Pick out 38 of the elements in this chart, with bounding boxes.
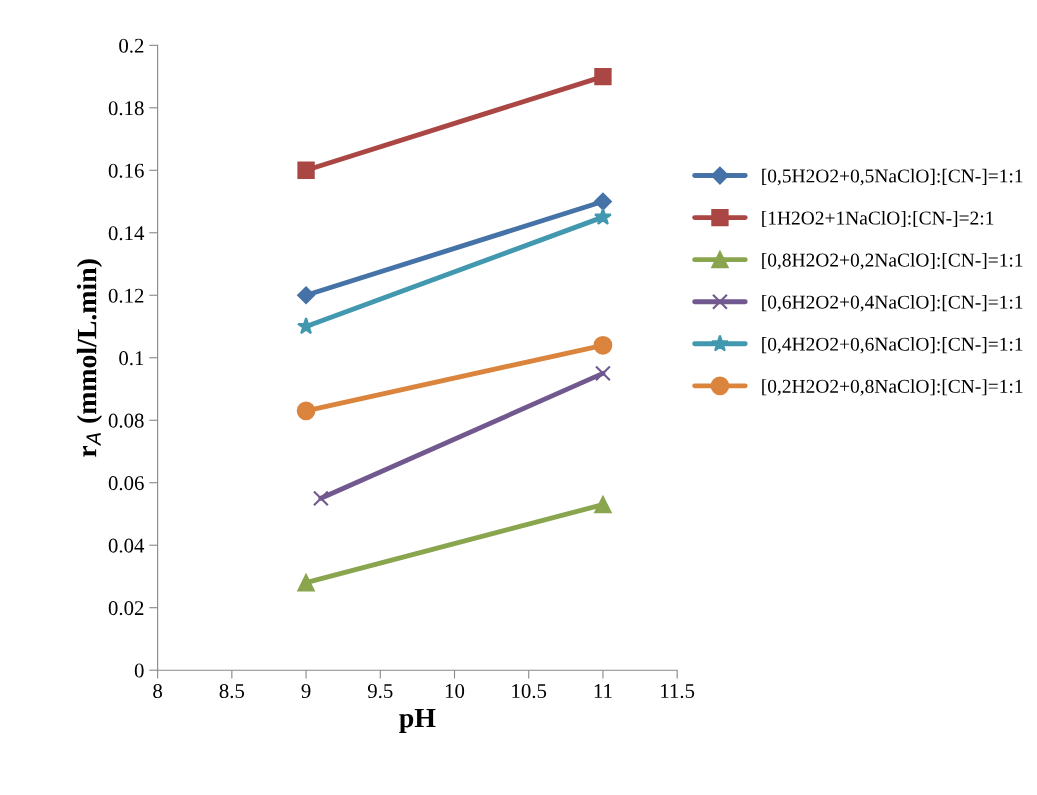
y-tick-label: 0.1 <box>119 351 144 366</box>
x-axis-title: pH <box>399 708 436 734</box>
legend-label: [0,4H2O2+0,6NaClO]:[CN-]=1:1 <box>762 337 1023 354</box>
point <box>594 365 611 382</box>
x-tick-label: 10 <box>445 683 465 699</box>
legend-label: [0,2H2O2+0,8NaClO]:[CN-]=1:1 <box>762 379 1023 396</box>
y-tick-label: 0.12 <box>108 288 144 303</box>
x-tick-label: 8 <box>153 683 163 699</box>
point <box>594 192 612 211</box>
point <box>297 574 315 592</box>
x-tick-label: 11.5 <box>661 684 695 699</box>
x-tick-label: 10.5 <box>512 683 547 699</box>
x-tick-label: 8.5 <box>219 683 245 699</box>
x-tick-label: 9.5 <box>367 684 393 699</box>
y-tick-label: 0 <box>134 663 144 678</box>
legend-label: [1H2O2+1NaClO]:[CN-]=2:1 <box>762 210 994 228</box>
point <box>594 67 612 86</box>
legend-label: [0,5H2O2+0,5NaClO]:[CN-]=1:1 <box>762 168 1023 186</box>
y-tick-label: 0.16 <box>108 163 144 178</box>
point <box>593 335 613 355</box>
y-tick-label: 0.06 <box>108 476 144 491</box>
point <box>593 207 612 225</box>
y-tick-label: 0.14 <box>108 226 145 241</box>
point <box>297 161 315 179</box>
y-tick-label: 0.04 <box>108 538 145 553</box>
legend-label: [0,6H2O2+0,4NaClO]:[CN-]=1:1 <box>762 295 1023 312</box>
y-tick-label: 0.08 <box>108 413 144 428</box>
y-tick-label: 0.02 <box>108 601 144 616</box>
legend-label: [0,8H2O2+0,2NaClO]:[CN-]=1:1 <box>762 252 1023 270</box>
point <box>594 495 612 514</box>
y-tick-label: 0.18 <box>108 101 144 116</box>
point <box>312 490 329 507</box>
y-tick-label: 0.2 <box>119 38 144 53</box>
point <box>297 286 315 305</box>
x-tick-label: 11 <box>594 684 612 698</box>
y-axis-title: r$_{A}$ (mmol/L.min) <box>76 259 103 457</box>
x-tick-label: 9 <box>301 684 311 699</box>
point <box>296 401 316 421</box>
